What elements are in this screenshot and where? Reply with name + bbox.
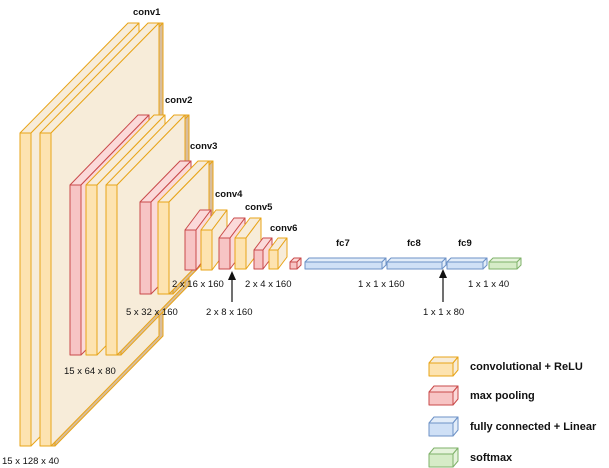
fc7-bar (304, 257, 387, 270)
fc9-bar (446, 257, 488, 270)
legend-conv-label: convolutional + ReLU (470, 361, 583, 373)
legend-fc-label: fully connected + Linear (470, 421, 597, 433)
dim-conv6: 2 x 4 x 160 (245, 279, 291, 290)
arrow-1x1x80 (439, 269, 447, 302)
layer-blocks (19, 22, 522, 447)
label-fc7: fc7 (336, 238, 350, 249)
dim-conv2: 15 x 64 x 80 (64, 366, 116, 377)
label-conv5: conv5 (245, 202, 273, 213)
fc8-bar (386, 257, 447, 270)
pool5-slab (253, 237, 273, 270)
dim-conv1: 15 x 128 x 40 (2, 456, 59, 467)
dim-conv4: 2 x 16 x 160 (172, 279, 224, 290)
dim-conv5: 2 x 8 x 160 (206, 307, 252, 318)
softmax-bar (488, 257, 522, 270)
dim-fc8: 1 x 1 x 80 (423, 307, 464, 318)
label-fc9: fc9 (458, 238, 472, 249)
legend-softmax-icon (428, 447, 459, 468)
legend-fc-icon (428, 416, 459, 437)
dimension-labels: 15 x 128 x 40 15 x 64 x 80 5 x 32 x 160 … (2, 279, 509, 467)
label-conv2: conv2 (165, 95, 192, 106)
dim-conv3: 5 x 32 x 160 (126, 307, 178, 318)
legend-pool-label: max pooling (470, 390, 535, 402)
pool6-slab (289, 257, 302, 270)
dim-fc9: 1 x 1 x 40 (468, 279, 509, 290)
legend: convolutional + ReLU max pooling fully c… (428, 356, 597, 468)
conv6-slab (268, 237, 288, 270)
legend-softmax-label: softmax (470, 452, 513, 464)
label-conv6: conv6 (270, 223, 297, 234)
layer-labels: conv1 conv2 conv3 conv4 conv5 conv6 fc7 … (133, 7, 472, 249)
legend-icons (428, 356, 459, 468)
legend-conv-icon (428, 356, 459, 377)
label-fc8: fc8 (407, 238, 421, 249)
dim-fc7: 1 x 1 x 160 (358, 279, 404, 290)
label-conv4: conv4 (215, 189, 243, 200)
label-conv3: conv3 (190, 141, 217, 152)
arrows (228, 269, 447, 302)
legend-pool-icon (428, 385, 459, 406)
label-conv1: conv1 (133, 7, 161, 18)
arrow-2x8x160 (228, 271, 236, 302)
